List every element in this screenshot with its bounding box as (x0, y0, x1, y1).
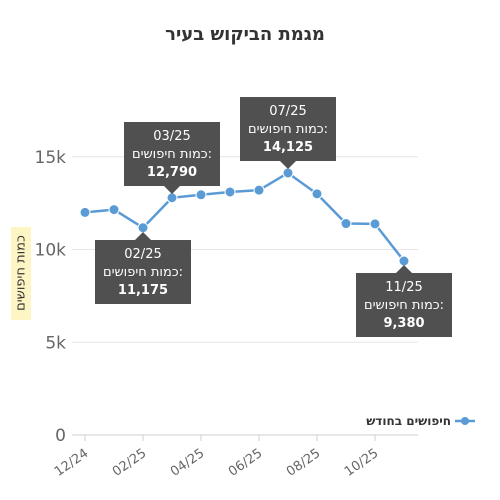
series-points (79, 167, 410, 267)
x-tick-label: 08/25 (284, 446, 323, 480)
callout-box (240, 97, 336, 161)
legend[interactable]: חיפושים בחודש (366, 414, 475, 428)
data-point[interactable] (369, 218, 381, 230)
data-point[interactable] (340, 218, 352, 230)
x-tick-label: 06/25 (226, 446, 265, 480)
callout-month: 07/25 (269, 104, 306, 119)
callout-month: 03/25 (153, 129, 190, 144)
data-point[interactable] (253, 184, 265, 196)
y-axis-label-text: כמות חיפושים (14, 235, 29, 311)
callout-month: 02/25 (124, 247, 161, 262)
data-point[interactable] (398, 255, 410, 267)
callout-box (356, 273, 452, 337)
y-axis-label-background (11, 227, 31, 320)
y-axis-label: כמות חיפושים (11, 227, 31, 320)
x-tick-label: 04/25 (168, 446, 207, 480)
callout-label: כמות חיפושים: (103, 265, 183, 280)
data-point[interactable] (166, 192, 178, 204)
callouts: 03/25 כמות חיפושים: 12,790 07/25 כמות חיפושי… (95, 97, 452, 337)
callout-value: 12,790 (147, 165, 197, 180)
y-tick-label: 5k (45, 333, 66, 353)
legend-marker (461, 417, 469, 425)
callout-label: כמות חיפושים: (132, 147, 212, 162)
data-point[interactable] (224, 186, 236, 198)
callout: 11/25 כמות חיפושים: 9,380 (356, 265, 452, 337)
callout-box (95, 240, 191, 304)
callout-value: 9,380 (383, 316, 424, 331)
callout-pointer (135, 232, 151, 240)
callout-pointer (396, 265, 412, 273)
legend-label: חיפושים בחודש (366, 414, 451, 428)
callout-value: 11,175 (118, 283, 168, 298)
chart-title: מגמת הביקוש בעיר (165, 24, 325, 45)
callout-pointer (164, 186, 180, 194)
x-tick-label: 02/25 (110, 446, 149, 480)
callout-month: 11/25 (385, 280, 422, 295)
y-axis-ticks: 0 5k 10k 15k (35, 148, 67, 446)
data-point[interactable] (282, 167, 294, 179)
data-point[interactable] (137, 222, 149, 234)
x-axis-ticks: 12/24 02/25 04/25 06/25 08/25 10/25 (52, 435, 381, 480)
data-point[interactable] (195, 189, 207, 201)
callout-box (124, 122, 220, 186)
callout: 02/25 כמות חיפושים: 11,175 (95, 232, 191, 304)
callout-label: כמות חיפושים: (364, 298, 444, 313)
callout-label: כמות חיפושים: (248, 122, 328, 137)
x-tick-label: 12/24 (52, 446, 91, 480)
data-point[interactable] (108, 204, 120, 216)
y-tick-label: 10k (35, 241, 67, 261)
callout: 07/25 כמות חיפושים: 14,125 (240, 97, 336, 169)
y-tick-label: 0 (55, 426, 66, 446)
callout-value: 14,125 (263, 140, 313, 155)
data-point[interactable] (79, 206, 91, 218)
y-tick-label: 15k (35, 148, 67, 168)
callout-pointer (280, 161, 296, 169)
x-tick-label: 10/25 (342, 446, 381, 480)
data-point[interactable] (311, 188, 323, 200)
callout: 03/25 כמות חיפושים: 12,790 (124, 122, 220, 194)
